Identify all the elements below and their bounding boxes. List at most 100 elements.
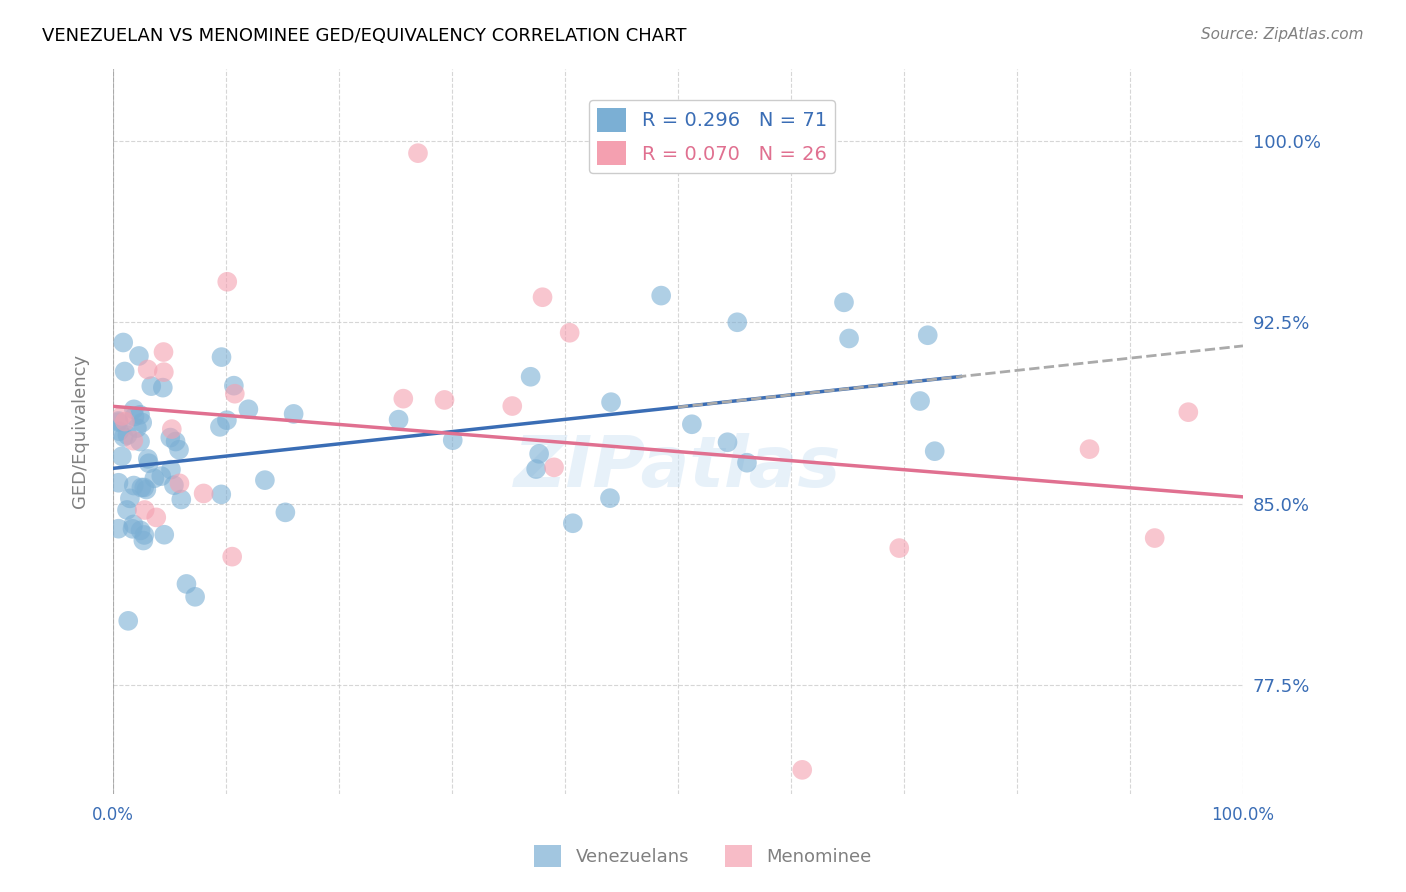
Venezuelans	[132, 533, 155, 548]
Menominee	[406, 146, 429, 161]
Venezuelans	[524, 462, 547, 476]
Venezuelans	[170, 492, 193, 507]
Menominee	[152, 345, 174, 359]
Menominee	[145, 510, 167, 524]
Venezuelans	[107, 414, 129, 428]
Menominee	[1143, 531, 1166, 545]
Venezuelans	[150, 469, 173, 483]
Venezuelans	[135, 483, 157, 497]
Venezuelans	[124, 409, 146, 424]
Venezuelans	[238, 402, 260, 417]
Venezuelans	[107, 522, 129, 536]
Text: 100.0%: 100.0%	[1212, 806, 1274, 824]
Venezuelans	[134, 528, 156, 542]
Venezuelans	[561, 516, 583, 531]
Menominee	[193, 486, 215, 500]
Menominee	[1177, 405, 1199, 419]
Venezuelans	[716, 435, 738, 450]
Venezuelans	[129, 524, 152, 538]
Venezuelans	[176, 577, 198, 591]
Menominee	[1078, 442, 1101, 457]
Venezuelans	[725, 315, 748, 329]
Venezuelans	[121, 522, 143, 536]
Menominee	[792, 763, 814, 777]
Venezuelans	[167, 442, 190, 457]
Venezuelans	[114, 364, 136, 378]
Venezuelans	[122, 478, 145, 492]
Venezuelans	[160, 463, 183, 477]
Venezuelans	[107, 415, 129, 429]
Venezuelans	[141, 379, 163, 393]
Venezuelans	[924, 444, 946, 458]
Menominee	[392, 392, 415, 406]
Venezuelans	[153, 527, 176, 541]
Menominee	[122, 434, 145, 448]
Venezuelans	[184, 590, 207, 604]
Text: Source: ZipAtlas.com: Source: ZipAtlas.com	[1201, 27, 1364, 42]
Menominee	[501, 399, 523, 413]
Venezuelans	[117, 428, 139, 442]
Venezuelans	[112, 430, 135, 444]
Venezuelans	[832, 295, 855, 310]
Venezuelans	[136, 451, 159, 466]
Venezuelans	[208, 420, 231, 434]
Venezuelans	[129, 434, 152, 449]
Venezuelans	[107, 475, 129, 490]
Venezuelans	[222, 378, 245, 392]
Venezuelans	[131, 481, 153, 495]
Menominee	[221, 549, 243, 564]
Venezuelans	[159, 431, 181, 445]
Venezuelans	[108, 424, 131, 438]
Venezuelans	[211, 350, 233, 364]
Venezuelans	[165, 434, 187, 449]
Menominee	[111, 409, 134, 423]
Venezuelans	[115, 503, 138, 517]
Venezuelans	[143, 471, 166, 485]
Text: 0.0%: 0.0%	[91, 806, 134, 824]
Menominee	[558, 326, 581, 340]
Venezuelans	[838, 331, 860, 345]
Menominee	[531, 290, 554, 304]
Venezuelans	[163, 478, 186, 492]
Menominee	[217, 275, 239, 289]
Legend: R = 0.296   N = 71, R = 0.070   N = 26: R = 0.296 N = 71, R = 0.070 N = 26	[589, 100, 835, 173]
Venezuelans	[600, 395, 623, 409]
Venezuelans	[441, 434, 464, 448]
Venezuelans	[274, 505, 297, 519]
Venezuelans	[131, 416, 153, 430]
Venezuelans	[152, 381, 174, 395]
Venezuelans	[215, 413, 238, 427]
Menominee	[136, 362, 159, 376]
Legend: Venezuelans, Menominee: Venezuelans, Menominee	[527, 838, 879, 874]
Venezuelans	[519, 369, 541, 384]
Venezuelans	[134, 481, 156, 495]
Venezuelans	[527, 447, 550, 461]
Venezuelans	[122, 517, 145, 532]
Venezuelans	[908, 394, 931, 409]
Venezuelans	[118, 491, 141, 506]
Menominee	[160, 422, 183, 436]
Venezuelans	[599, 491, 621, 505]
Menominee	[169, 476, 191, 491]
Venezuelans	[129, 408, 152, 422]
Menominee	[433, 392, 456, 407]
Venezuelans	[209, 487, 232, 501]
Y-axis label: GED/Equivalency: GED/Equivalency	[72, 354, 89, 508]
Venezuelans	[917, 328, 939, 343]
Menominee	[134, 503, 156, 517]
Venezuelans	[735, 456, 758, 470]
Venezuelans	[111, 450, 134, 464]
Menominee	[889, 541, 911, 555]
Venezuelans	[650, 288, 672, 302]
Venezuelans	[128, 349, 150, 363]
Menominee	[114, 415, 136, 429]
Venezuelans	[681, 417, 703, 432]
Menominee	[543, 460, 565, 475]
Venezuelans	[283, 407, 305, 421]
Venezuelans	[138, 456, 160, 470]
Menominee	[153, 365, 176, 379]
Menominee	[224, 386, 246, 401]
Venezuelans	[387, 412, 409, 426]
Venezuelans	[112, 335, 135, 350]
Venezuelans	[122, 402, 145, 417]
